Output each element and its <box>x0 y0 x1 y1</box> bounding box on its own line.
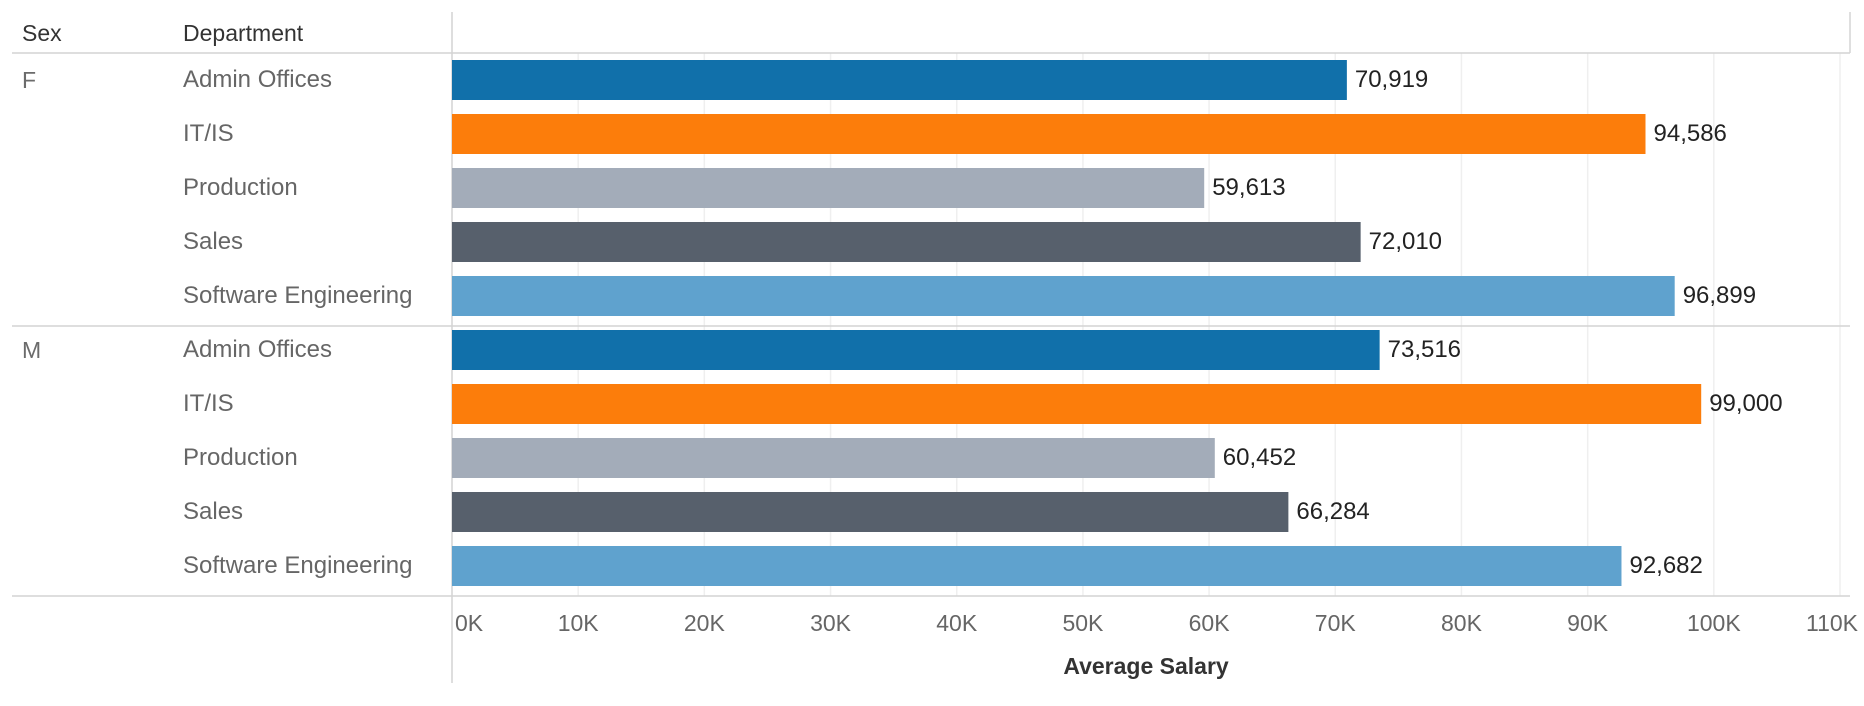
data-label: 59,613 <box>1212 174 1286 201</box>
x-tick-label: 110K <box>1805 610 1858 636</box>
header-sex: Sex <box>22 20 62 46</box>
department-label: Production <box>183 174 298 201</box>
x-tick-label: 50K <box>1062 610 1104 636</box>
department-label: IT/IS <box>183 120 234 147</box>
bar[interactable] <box>452 168 1205 208</box>
x-tick-label: 40K <box>936 610 978 636</box>
bar[interactable] <box>452 222 1361 262</box>
x-tick-label: 30K <box>810 610 851 636</box>
department-label: Sales <box>183 228 244 255</box>
department-label: Software Engineering <box>183 552 413 579</box>
data-label: 72,010 <box>1368 228 1443 255</box>
x-tick-label: 80K <box>1440 610 1482 636</box>
data-label: 70,919 <box>1354 66 1429 93</box>
x-tick-label: 90K <box>1567 610 1609 636</box>
bar[interactable] <box>452 492 1289 532</box>
bar[interactable] <box>452 114 1646 154</box>
data-label: 94,586 <box>1653 120 1727 147</box>
x-tick-label: 60K <box>1188 610 1230 636</box>
x-tick-label: 70K <box>1314 610 1356 636</box>
data-label: 92,682 <box>1629 552 1703 579</box>
department-label: Admin Offices <box>183 66 332 93</box>
group-label-f: F <box>22 67 37 93</box>
x-tick-label: 10K <box>557 610 599 636</box>
data-label: 96,899 <box>1682 282 1757 309</box>
bar[interactable] <box>452 384 1702 424</box>
data-label: 66,284 <box>1296 498 1370 525</box>
department-label: Software Engineering <box>183 282 413 309</box>
x-tick-label: 100K <box>1686 610 1741 636</box>
x-axis-title: Average Salary <box>1063 653 1229 679</box>
data-label: 60,452 <box>1222 444 1297 471</box>
bar[interactable] <box>452 438 1215 478</box>
bar[interactable] <box>452 276 1675 316</box>
bar[interactable] <box>452 330 1380 370</box>
x-tick-label: 20K <box>683 610 725 636</box>
department-label: IT/IS <box>183 390 234 417</box>
department-label: Production <box>183 444 298 471</box>
data-label: 73,516 <box>1387 336 1462 363</box>
x-tick-label: 0K <box>455 610 484 636</box>
department-label: Sales <box>183 498 244 525</box>
bar[interactable] <box>452 546 1622 586</box>
bar[interactable] <box>452 60 1347 100</box>
data-label: 99,000 <box>1709 390 1783 417</box>
header-department: Department <box>183 20 304 46</box>
group-label-m: M <box>22 337 42 363</box>
department-label: Admin Offices <box>183 336 332 363</box>
